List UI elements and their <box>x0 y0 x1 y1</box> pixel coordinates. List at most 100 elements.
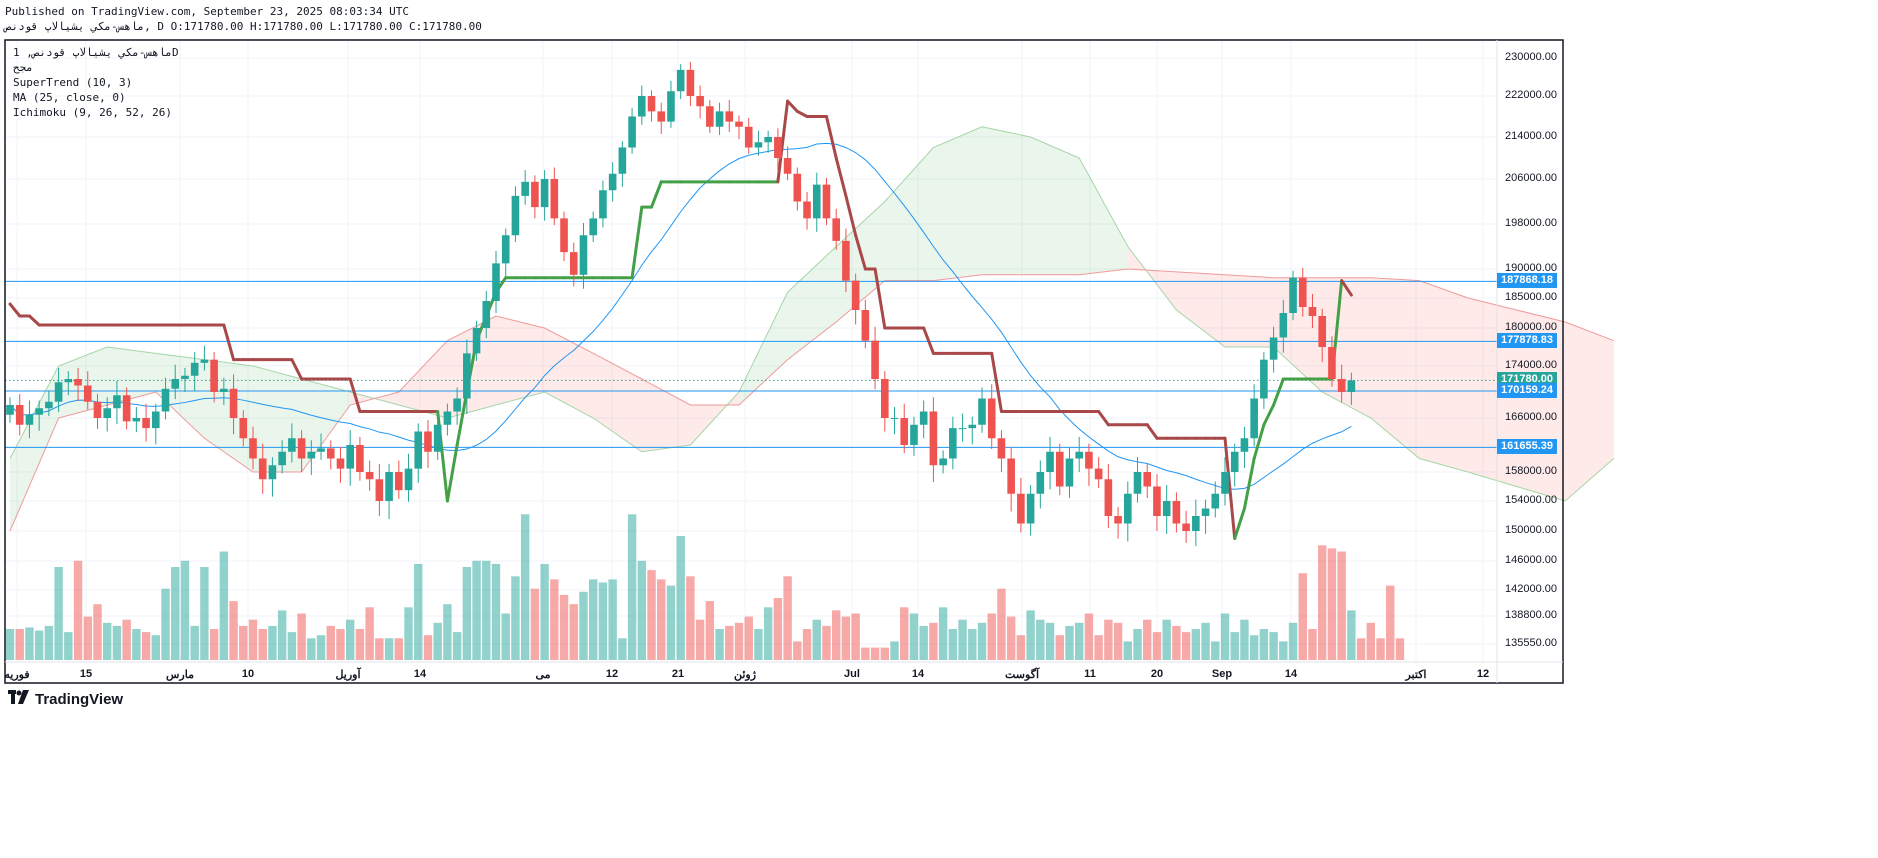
candle-body <box>676 69 685 92</box>
candle <box>1337 364 1346 403</box>
cloud-segment <box>1273 277 1323 392</box>
candle-body <box>706 106 714 127</box>
price-tick-label: 142000.00 <box>1505 583 1557 595</box>
candle-body <box>1007 458 1015 494</box>
volume-bar <box>64 632 73 660</box>
cloud-segment <box>884 147 934 281</box>
volume-bar <box>209 629 219 660</box>
volume-bar <box>997 588 1006 660</box>
volume-bar <box>501 613 510 660</box>
volume-bar <box>1172 625 1181 660</box>
candle <box>696 85 704 119</box>
candle <box>618 141 627 187</box>
candle-body <box>1269 337 1278 360</box>
volume-bar <box>248 619 258 660</box>
candle-body <box>871 340 879 379</box>
candle-body <box>822 184 831 219</box>
candle <box>220 377 228 405</box>
volume-bar <box>783 576 792 660</box>
candle-body <box>1260 359 1268 399</box>
candle-body <box>1298 277 1307 307</box>
candle-body <box>832 218 840 241</box>
horizontal-line-price-tag: 187868.18 <box>1497 273 1557 289</box>
candle-body <box>472 328 481 354</box>
volume-bar <box>1162 619 1171 660</box>
cloud-segment <box>58 347 108 418</box>
volume-bar <box>1181 632 1191 660</box>
volume-bar <box>404 607 413 660</box>
volume-bar <box>112 625 122 660</box>
candle-body <box>453 398 461 412</box>
candle-body <box>987 398 996 439</box>
candle <box>103 397 111 432</box>
volume-bar <box>472 560 481 660</box>
volume-bar <box>1395 638 1405 660</box>
volume-bar <box>802 629 812 660</box>
candle-body <box>881 379 889 418</box>
candle-body <box>978 398 986 425</box>
volume-bar <box>550 579 559 660</box>
candle <box>433 410 442 460</box>
volume-bar <box>1318 545 1327 660</box>
volume-bar <box>122 619 131 660</box>
legend-ma[interactable]: MA (25, close, 0) <box>13 91 126 104</box>
price-tick-label: 150000.00 <box>1505 524 1557 536</box>
volume-bar <box>832 610 841 660</box>
volume-bar <box>676 536 685 660</box>
candle <box>1133 457 1142 503</box>
volume-bar <box>1094 635 1103 660</box>
candle-body <box>190 362 199 376</box>
supertrend-segment <box>222 323 236 362</box>
volume-bar <box>919 625 928 660</box>
price-tick-label: 166000.00 <box>1505 411 1557 423</box>
cloud-segment <box>1176 271 1225 347</box>
legend-supertrend[interactable]: SuperTrend (10, 3) <box>13 76 133 89</box>
time-tick-label: 12 <box>1476 668 1490 680</box>
volume-bar <box>938 607 948 660</box>
candle-body <box>6 405 14 415</box>
volume-bar <box>1249 635 1259 660</box>
volume-bar <box>1220 613 1230 660</box>
volume-bar <box>773 598 783 660</box>
supertrend-segment <box>824 115 838 160</box>
legend-symbol: ماهس-مكي يشيالاپ قودنص, 1D <box>13 46 179 59</box>
candle-body <box>365 472 374 480</box>
cloud-segment <box>593 353 642 452</box>
legend-ichimoku[interactable]: Ichimoku (9, 26, 52, 26) <box>13 106 172 119</box>
supertrend-segment <box>1097 410 1110 427</box>
candle <box>161 377 170 420</box>
candle-body <box>1143 472 1152 487</box>
time-tick-label: مارس <box>166 669 194 681</box>
candle <box>83 371 92 410</box>
candle <box>35 400 43 431</box>
time-tick-label: فوریه <box>4 669 30 681</box>
volume-bar <box>1337 551 1346 660</box>
candle-body <box>74 379 82 386</box>
volume-bar <box>277 610 287 660</box>
candle <box>676 64 685 100</box>
volume-bar <box>559 594 569 660</box>
volume-bar <box>929 622 938 660</box>
candle-body <box>64 379 73 383</box>
time-tick-label: 14 <box>413 668 427 680</box>
volume-bar <box>103 622 112 660</box>
volume-bar <box>93 604 102 660</box>
candle <box>987 384 996 450</box>
tradingview-logo[interactable]: TradingView <box>8 690 123 708</box>
volume-bar <box>637 560 646 660</box>
candle <box>1318 308 1326 363</box>
volume-bar <box>1133 629 1142 660</box>
leading-span-b <box>9 268 1614 532</box>
price-tick-label: 146000.00 <box>1505 554 1557 566</box>
candle-body <box>229 388 238 418</box>
volume-bar <box>1026 610 1035 660</box>
candle <box>812 172 821 232</box>
candle-body <box>793 173 802 202</box>
candle <box>6 397 14 423</box>
volume-bar <box>229 601 238 660</box>
volume-bar <box>73 560 83 660</box>
candle <box>64 371 73 396</box>
price-tick-label: 180000.00 <box>1505 321 1557 333</box>
candle-body <box>812 184 821 219</box>
